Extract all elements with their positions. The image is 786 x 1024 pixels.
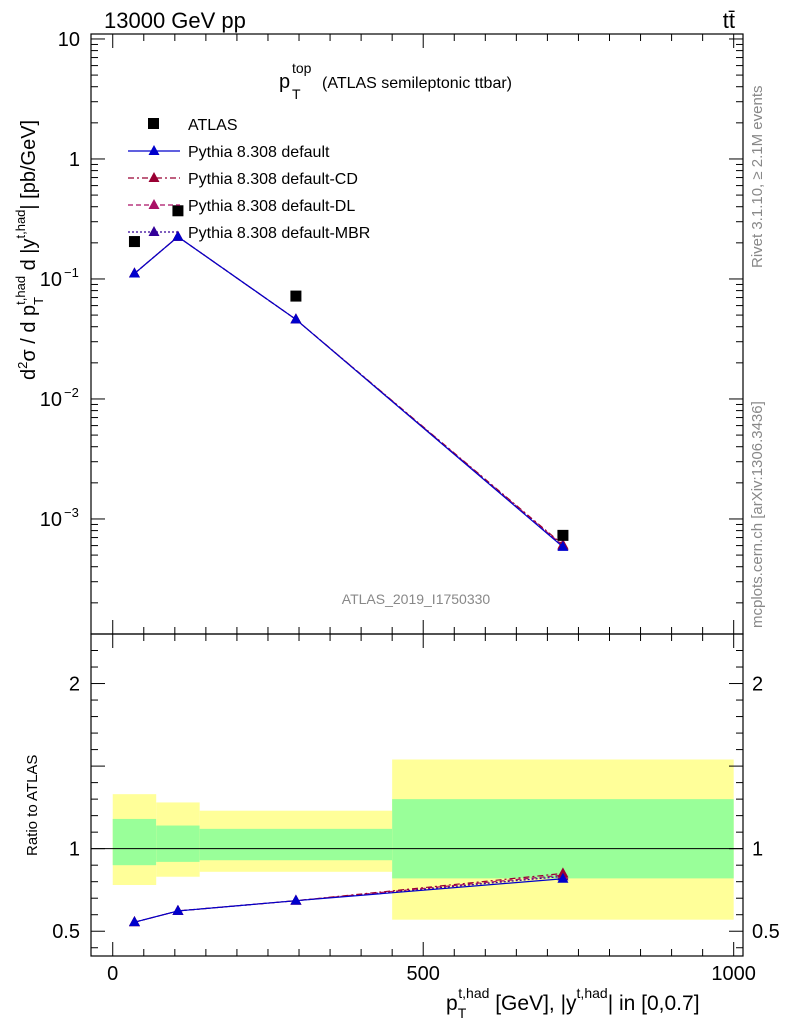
legend-label: Pythia 8.308 default-DL <box>188 198 355 215</box>
main-ytick-exponent: −3 <box>64 505 79 520</box>
main-line-4 <box>134 235 564 547</box>
main-triangle-marker <box>557 540 569 551</box>
legend-label: Pythia 8.308 default <box>188 144 330 161</box>
ratio-ytick-label-right: 2 <box>752 674 763 696</box>
legend-triangle <box>148 226 160 236</box>
ratio-ytick-label: 0.5 <box>52 921 80 943</box>
ratio-triangle-marker <box>172 904 184 915</box>
main-triangle-marker <box>172 230 184 241</box>
main-ytick-exponent: −2 <box>64 385 79 400</box>
atlas-marker <box>172 205 184 217</box>
legend: ATLAS Pythia 8.308 default Pythia 8.308 de… <box>128 117 370 242</box>
atlas-marker <box>128 236 140 248</box>
ratio-ytick-label-right: 0.5 <box>752 921 780 943</box>
ratio-ytick-label-right: 1 <box>752 839 763 861</box>
ratio-band-inner <box>112 818 157 866</box>
main-triangle-marker <box>128 267 140 278</box>
ratio-ytick-label: 2 <box>69 674 80 696</box>
title-p: p <box>279 71 290 93</box>
title-rest: (ATLAS semileptonic ttbar) <box>322 75 512 92</box>
ratio-frame <box>90 633 744 957</box>
watermark: ATLAS_2019_I1750330 <box>342 591 491 607</box>
legend-label: Pythia 8.308 default-CD <box>188 171 358 188</box>
ratio-band-inner <box>199 828 393 861</box>
ratio-line-1 <box>134 872 563 923</box>
main-triangle-marker <box>290 313 302 324</box>
main-line-2 <box>134 235 564 546</box>
ratio-line-0 <box>134 878 563 923</box>
main-ytick-label: 10 <box>58 29 80 51</box>
ratio-plot: 0.5 0.5 1 1 2 2 0 500 1000 Ratio to ATLAS <box>24 633 780 985</box>
xlabel-gev: [GeV], |y <box>489 992 577 1015</box>
ylabel-2: 2 <box>15 362 30 369</box>
ratio-triangle-marker <box>557 867 569 878</box>
ylabel-T: T <box>31 297 46 305</box>
xlabel-range: | in [0,0.7] <box>608 992 700 1015</box>
xtick-label: 500 <box>407 963 440 985</box>
legend-marker-atlas <box>148 118 159 129</box>
ylabel-unit: | [pb/GeV] <box>18 120 40 210</box>
header-process: tt̄ <box>723 8 735 33</box>
ratio-ytick-label: 1 <box>69 839 80 861</box>
main-ylabel: d2σ / d pTt,had d |yt,had| [pb/GeV] <box>13 120 46 380</box>
xlabel: pTt,had [GeV], |yt,had| in [0,0.7] <box>446 985 700 1021</box>
ratio-triangle-marker <box>128 916 140 927</box>
ylabel-dy: d |y <box>18 239 40 276</box>
main-ytick-label: 10 <box>40 389 62 411</box>
ylabel-d2: d <box>18 369 40 380</box>
main-ytick-label: 1 <box>69 149 80 171</box>
legend-triangle <box>148 199 160 209</box>
legend-triangle <box>148 172 160 182</box>
mcplots-label: mcplots.cern.ch [arXiv:1306.3436] <box>749 401 766 628</box>
ylabel-thad2: t,had <box>13 210 28 239</box>
ylabel-sigma: σ / d p <box>18 305 40 362</box>
main-line-3 <box>134 235 564 547</box>
xlabel-T: T <box>458 1005 467 1021</box>
ylabel-thad: t,had <box>13 276 28 305</box>
plot-title: p top T (ATLAS semileptonic ttbar) <box>279 60 512 102</box>
legend-label: ATLAS <box>188 117 238 134</box>
atlas-marker <box>557 529 569 541</box>
xlabel-thad: t,had <box>458 985 489 1001</box>
ratio-triangle-marker <box>557 872 569 883</box>
title-sup: top <box>292 60 312 76</box>
legend-label: Pythia 8.308 default-MBR <box>188 225 370 242</box>
ratio-ylabel: Ratio to ATLAS <box>24 755 41 856</box>
ratio-band-inner <box>156 825 200 862</box>
xlabel-thad2: t,had <box>577 985 608 1001</box>
xtick-label: 0 <box>107 963 118 985</box>
main-ytick-exponent: −1 <box>64 265 79 280</box>
rivet-label: Rivet 3.1.10, ≥ 2.1M events <box>749 86 766 269</box>
xtick-label: 1000 <box>711 963 756 985</box>
main-line-1 <box>134 235 564 548</box>
header-energy: 13000 GeV pp <box>104 8 246 33</box>
title-sub: T <box>292 86 301 102</box>
legend-triangle <box>148 145 160 155</box>
ratio-band-inner <box>392 799 734 879</box>
main-ytick-label: 10 <box>40 509 62 531</box>
xlabel-p: p <box>446 992 458 1015</box>
ratio-triangle-marker <box>290 894 302 905</box>
atlas-marker <box>290 290 302 302</box>
main-ytick-label: 10 <box>40 269 62 291</box>
